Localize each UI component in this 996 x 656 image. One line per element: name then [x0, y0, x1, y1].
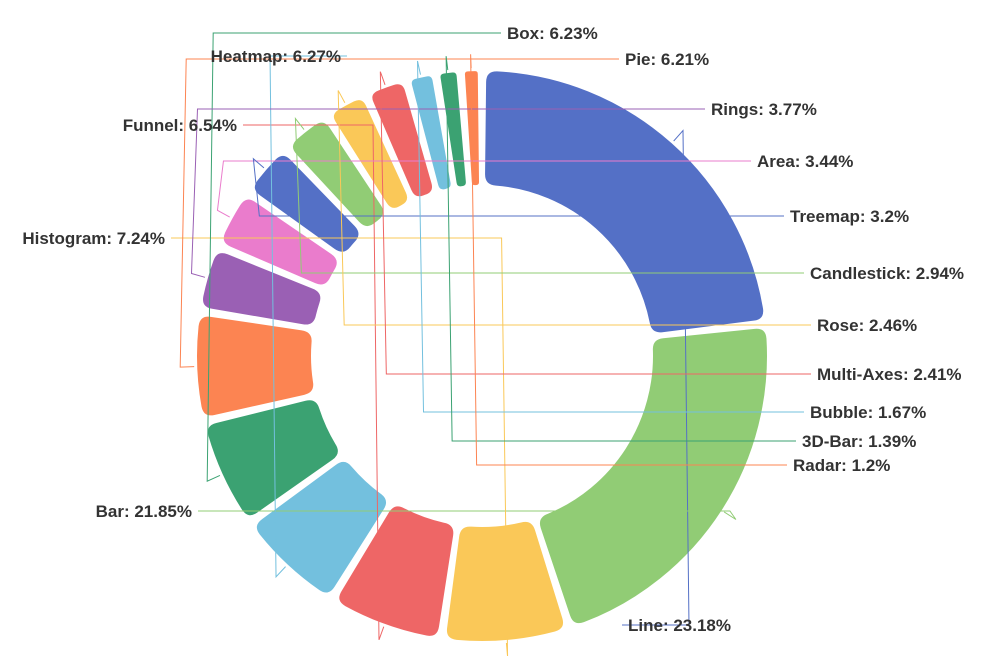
- leader-line-multi-axes: [379, 71, 811, 375]
- slice-box[interactable]: [205, 398, 340, 518]
- leader-line-bar: [198, 510, 737, 520]
- leader-line-candlestick: [294, 117, 804, 274]
- slice-area[interactable]: [221, 197, 339, 287]
- leader-line-histogram: [171, 237, 509, 656]
- data-label-multi-axes: Multi-Axes: 2.41%: [817, 365, 962, 384]
- leader-line-area: [216, 160, 751, 218]
- slice-candlestick[interactable]: [290, 120, 386, 229]
- data-label-rose: Rose: 2.46%: [817, 316, 917, 335]
- slice-pie[interactable]: [195, 314, 316, 418]
- data-label-candlestick: Candlestick: 2.94%: [810, 264, 964, 283]
- slice-rose[interactable]: [331, 98, 410, 210]
- data-label-box: Box: 6.23%: [507, 24, 598, 43]
- leader-line-treemap: [252, 157, 784, 217]
- data-label-rings: Rings: 3.77%: [711, 100, 817, 119]
- data-label-3d-bar: 3D-Bar: 1.39%: [802, 432, 916, 451]
- data-label-funnel: Funnel: 6.54%: [123, 116, 237, 135]
- leader-line-line: [622, 129, 690, 626]
- data-label-radar: Radar: 1.2%: [793, 456, 890, 475]
- data-label-line: Line: 23.18%: [628, 616, 731, 635]
- data-label-bar: Bar: 21.85%: [96, 502, 192, 521]
- leader-line-3d-bar: [445, 56, 796, 442]
- slice-funnel[interactable]: [337, 504, 456, 638]
- leader-line-bubble: [417, 60, 804, 413]
- slice-bar[interactable]: [537, 326, 769, 626]
- leader-line-box: [206, 32, 501, 483]
- leader-line-heatmap: [269, 55, 347, 579]
- leader-line-funnel: [243, 124, 385, 641]
- data-label-area: Area: 3.44%: [757, 152, 853, 171]
- leader-line-radar: [470, 54, 787, 466]
- slice-group: [195, 69, 769, 643]
- data-label-pie: Pie: 6.21%: [625, 50, 709, 69]
- data-label-heatmap: Heatmap: 6.27%: [211, 47, 341, 66]
- data-label-histogram: Histogram: 7.24%: [22, 229, 165, 248]
- data-label-bubble: Bubble: 1.67%: [810, 403, 926, 422]
- slice-histogram[interactable]: [444, 519, 566, 643]
- leader-line-rings: [190, 108, 705, 278]
- slice-multi-axes[interactable]: [370, 82, 435, 199]
- leader-line-pie: [179, 58, 619, 368]
- data-label-group: Line: 23.18% Bar: 21.85% Histogram: 7.24% F…: [22, 24, 964, 635]
- leader-line-rose: [337, 90, 811, 326]
- leader-line-group: [171, 32, 811, 656]
- slice-line[interactable]: [483, 69, 766, 335]
- slice-bubble[interactable]: [409, 74, 453, 192]
- data-label-treemap: Treemap: 3.2%: [790, 207, 909, 226]
- slice-rings[interactable]: [201, 251, 323, 327]
- slice-heatmap[interactable]: [254, 459, 389, 595]
